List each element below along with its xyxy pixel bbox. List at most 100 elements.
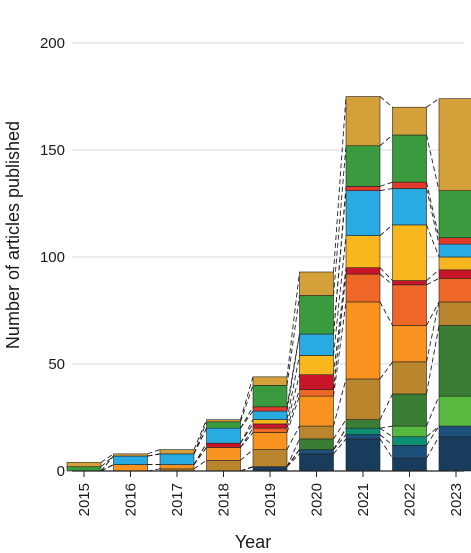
connector-line — [426, 269, 440, 281]
bar-segment — [345, 267, 381, 275]
connector-line — [100, 464, 114, 472]
bar-segment — [438, 269, 471, 279]
y-tick-label-100: 100 — [40, 249, 65, 266]
bar-segment — [252, 466, 288, 472]
connector-line — [426, 277, 440, 286]
bar-segment — [438, 278, 471, 303]
bar-segment — [392, 325, 427, 363]
bar-segment — [345, 186, 381, 191]
connector-line — [426, 301, 440, 362]
x-axis-title: Year — [235, 532, 271, 552]
x-tick-label-2016: 2016 — [123, 483, 140, 516]
bar-segment — [345, 419, 381, 429]
bar-segment — [206, 447, 241, 461]
bar-segment — [159, 464, 195, 470]
bar-segment — [392, 224, 427, 281]
bar-segment — [299, 395, 334, 427]
bar-segment — [392, 393, 427, 427]
connector-line — [426, 301, 440, 326]
bar-segment — [299, 374, 334, 390]
bar-segment — [345, 145, 381, 187]
bar-segment — [252, 410, 288, 420]
connector-line — [333, 427, 347, 450]
x-tick-label-2015: 2015 — [76, 483, 93, 516]
bar-segment — [345, 190, 381, 236]
bar-segment — [392, 457, 427, 472]
bar-segment — [345, 96, 381, 147]
connector-line — [100, 453, 114, 463]
bar-segment — [299, 425, 334, 440]
bar-segment — [392, 436, 427, 446]
connector-line — [333, 267, 347, 375]
x-tick-label-2018: 2018 — [216, 483, 233, 516]
connector-line — [426, 224, 440, 258]
connector-line — [379, 96, 393, 108]
bar-segment — [299, 389, 334, 397]
connector-line — [426, 98, 440, 108]
connector-line — [426, 182, 440, 238]
bar-segment — [438, 237, 471, 245]
connector-line — [100, 455, 114, 472]
bar-segment — [252, 432, 288, 450]
connector-line — [240, 406, 254, 429]
connector-line — [426, 436, 440, 459]
bar-segment — [206, 442, 241, 448]
bar-stack-2018 — [206, 419, 241, 472]
bar-segment — [438, 98, 471, 191]
y-axis-title: Number of articles published — [3, 121, 23, 349]
bar-segment — [438, 301, 471, 326]
x-tick-label-2017: 2017 — [169, 483, 186, 516]
connector-line — [286, 425, 300, 450]
connector-line — [286, 449, 300, 467]
connector-line — [240, 419, 254, 444]
bar-segment — [345, 301, 381, 380]
bar-segment — [252, 385, 288, 408]
bar-stack-2022 — [392, 106, 427, 472]
connector-line — [426, 134, 440, 191]
y-tick-label-150: 150 — [40, 142, 65, 159]
connector-line — [147, 449, 161, 455]
bar-segment — [392, 284, 427, 326]
connector-line — [286, 374, 300, 425]
bar-segment — [299, 449, 334, 455]
axes: 0 50 100 150 200 2015 2016 2017 2018 2019 2020 2021… — [40, 35, 465, 516]
connector-line — [426, 425, 440, 438]
connector-line — [333, 186, 347, 335]
connector-line — [379, 134, 393, 147]
bar-segment — [345, 434, 381, 440]
connector-line — [379, 224, 393, 236]
connector-line — [379, 427, 393, 438]
bar-segment — [299, 355, 334, 376]
bar-segment — [392, 134, 427, 183]
connector-line — [379, 273, 393, 286]
bar-segment — [252, 419, 288, 425]
connector-line — [379, 267, 393, 281]
bar-segment — [159, 453, 195, 465]
connector-line — [426, 425, 440, 446]
bar-stack-2015 — [66, 462, 102, 472]
y-tick-label-200: 200 — [40, 35, 65, 52]
connector-line — [240, 466, 254, 472]
connector-line — [240, 427, 254, 448]
connector-line — [333, 419, 347, 440]
bar-segment — [438, 325, 471, 397]
x-tick-label-2021: 2021 — [355, 483, 372, 516]
bar-stack-2023 — [438, 98, 471, 472]
connector-line — [379, 301, 393, 326]
connector-line — [286, 438, 300, 467]
connector-line — [333, 145, 347, 296]
bar-stack-2016 — [113, 453, 148, 472]
connector-line — [240, 449, 254, 461]
connector-line — [426, 395, 440, 427]
bar-segment — [299, 271, 334, 296]
bar-segment — [252, 376, 288, 386]
bar-segment — [392, 106, 427, 136]
bar-stack-2021 — [345, 96, 381, 472]
connector-line — [426, 188, 440, 245]
connector-line — [286, 271, 300, 377]
connector-line — [379, 181, 393, 187]
bar-segment — [392, 280, 427, 286]
dashed-connectors — [100, 96, 440, 472]
bar-segment — [66, 462, 102, 468]
connector-line — [193, 421, 207, 455]
